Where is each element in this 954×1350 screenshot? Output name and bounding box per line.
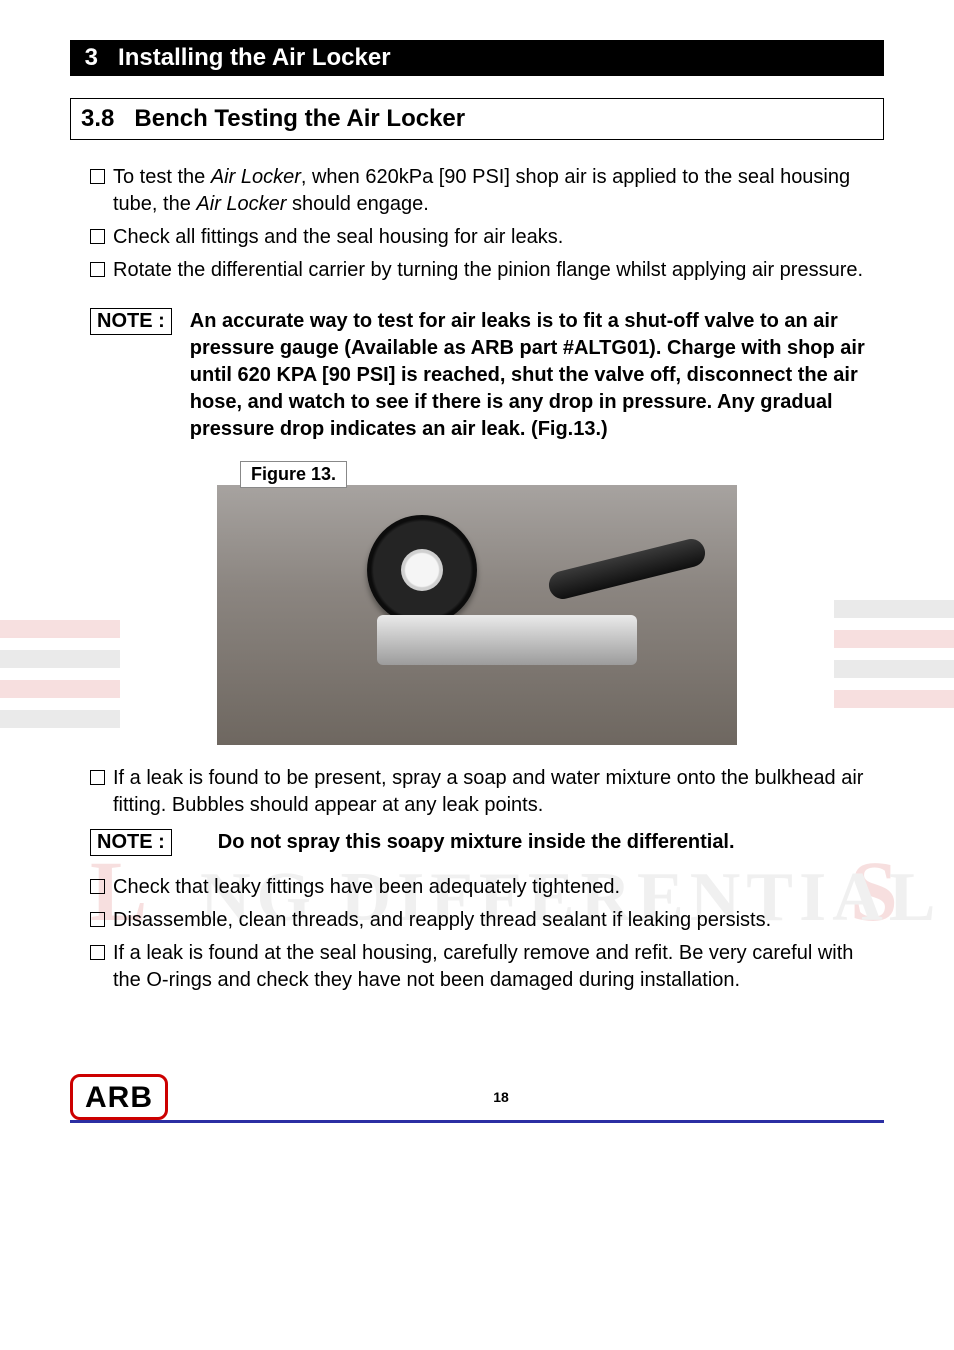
checkbox-icon — [90, 912, 105, 927]
checkbox-icon — [90, 229, 105, 244]
note-text: An accurate way to test for air leaks is… — [190, 308, 884, 443]
note-text: Do not spray this soapy mixture inside t… — [218, 831, 735, 854]
checklist-a: To test the Air Locker, when 620kPa [90 … — [70, 164, 884, 284]
section-title: Installing the Air Locker — [118, 44, 391, 71]
checkbox-icon — [90, 945, 105, 960]
checkbox-icon — [90, 879, 105, 894]
pressure-gauge-icon — [367, 515, 477, 625]
section-number: 3 — [85, 44, 98, 71]
checklist-item: To test the Air Locker, when 620kPa [90 … — [90, 164, 884, 218]
page-number: 18 — [493, 1089, 509, 1105]
note-label: NOTE : — [90, 829, 172, 856]
checklist-text: If a leak is found at the seal housing, … — [113, 940, 884, 994]
note-block-1: NOTE : An accurate way to test for air l… — [90, 308, 884, 443]
subsection-number: 3.8 — [81, 105, 114, 132]
checklist-c: Check that leaky fittings have been adeq… — [70, 874, 884, 994]
checkbox-icon — [90, 770, 105, 785]
checklist-item: If a leak is found at the seal housing, … — [90, 940, 884, 994]
checklist-b: If a leak is found to be present, spray … — [70, 765, 884, 819]
checklist-text: Check that leaky fittings have been adeq… — [113, 874, 620, 901]
checklist-item: If a leak is found to be present, spray … — [90, 765, 884, 819]
note-block-2: NOTE : Do not spray this soapy mixture i… — [90, 829, 884, 856]
section-header: 3 Installing the Air Locker — [70, 40, 884, 76]
checklist-item: Disassemble, clean threads, and reapply … — [90, 907, 884, 934]
subsection-header: 3.8 Bench Testing the Air Locker — [70, 98, 884, 140]
checklist-text: Rotate the differential carrier by turni… — [113, 257, 863, 284]
valve-handle-icon — [546, 536, 708, 602]
figure-13: Figure 13. — [70, 461, 884, 745]
checklist-text: If a leak is found to be present, spray … — [113, 765, 884, 819]
figure-image — [217, 485, 737, 745]
checklist-item: Check all fittings and the seal housing … — [90, 224, 884, 251]
checklist-text: Check all fittings and the seal housing … — [113, 224, 563, 251]
checklist-text: To test the Air Locker, when 620kPa [90 … — [113, 164, 884, 218]
valve-body-icon — [377, 615, 637, 665]
checklist-text: Disassemble, clean threads, and reapply … — [113, 907, 771, 934]
arb-logo: ARB — [70, 1074, 168, 1120]
note-label: NOTE : — [90, 308, 172, 335]
figure-caption: Figure 13. — [240, 461, 347, 488]
page-footer: ARB 18 — [70, 1074, 884, 1123]
logo-text: ARB — [85, 1081, 153, 1114]
checkbox-icon — [90, 169, 105, 184]
subsection-title: Bench Testing the Air Locker — [134, 105, 465, 132]
checkbox-icon — [90, 262, 105, 277]
checklist-item: Check that leaky fittings have been adeq… — [90, 874, 884, 901]
checklist-item: Rotate the differential carrier by turni… — [90, 257, 884, 284]
